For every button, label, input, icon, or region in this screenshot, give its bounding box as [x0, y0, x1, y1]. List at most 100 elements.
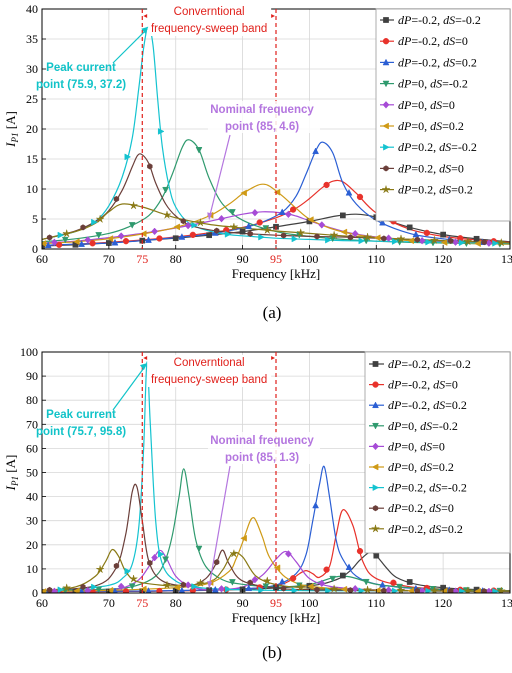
- chart-panel-b: 60 70 75 80 90 95 100 110 120 130 0 10 20 30 40 50 60 70 8…: [3, 345, 512, 662]
- series-marker-7: [258, 586, 265, 593]
- series-marker-1: [340, 572, 346, 579]
- series-marker-8: [448, 237, 454, 244]
- band-label-background: [147, 355, 272, 387]
- series-marker-2: [256, 219, 263, 226]
- series-marker-8: [314, 233, 320, 240]
- series-marker-5: [218, 585, 225, 593]
- x-tick-label: 120: [434, 596, 452, 610]
- series-marker-6: [42, 588, 47, 593]
- nominal-annotation-line1: Nominal frequency: [210, 104, 314, 116]
- series-marker-5: [117, 232, 125, 240]
- legend-marker-7: [372, 484, 380, 492]
- series-marker-9: [496, 237, 507, 247]
- legend-label-7: dP=0.2, dS=-0.2: [398, 140, 477, 154]
- y-tick-label: 0: [32, 242, 38, 256]
- peak-annotation-arrow-head: [139, 363, 147, 371]
- legend-label-8: dP=0.2, dS=0: [388, 501, 454, 515]
- series-marker-2: [289, 206, 297, 213]
- series-marker-7: [325, 587, 332, 593]
- series-marker-8: [46, 234, 53, 241]
- nominal-label-background: [208, 101, 320, 133]
- panel-caption-a: (a): [263, 303, 282, 322]
- series-marker-5: [218, 214, 225, 223]
- series-marker-7: [91, 218, 98, 226]
- legend-label-1: dP=-0.2, dS=-0.2: [398, 13, 481, 27]
- nominal-label-background: [208, 432, 320, 464]
- x-tick-label: 100: [300, 596, 318, 610]
- legend-marker-3: [382, 58, 390, 66]
- series-marker-5: [50, 238, 58, 247]
- series-marker-4: [61, 236, 69, 244]
- series-marker-3: [178, 586, 186, 593]
- legend-label-7: dP=0.2, dS=-0.2: [388, 481, 467, 495]
- series-marker-1: [373, 552, 380, 559]
- series-marker-3: [278, 577, 286, 585]
- y-tick-label: 40: [26, 2, 38, 16]
- x-tick-label: 110: [368, 596, 386, 610]
- legend-label-9: dP=0.2, dS=0.2: [388, 522, 463, 536]
- peak-annotation-line1: Peak current: [46, 62, 116, 74]
- y-tick-label: 25: [26, 92, 38, 106]
- x-tick-label: 100: [300, 252, 318, 266]
- series-marker-8: [247, 230, 253, 237]
- series-marker-3: [312, 501, 320, 509]
- series-marker-9: [430, 586, 439, 593]
- x-tick-label: 90: [237, 596, 249, 610]
- series-marker-7: [224, 585, 232, 593]
- y-tick-label: 20: [26, 122, 38, 136]
- series-marker-4: [162, 186, 170, 194]
- legend-box: [364, 351, 511, 554]
- series-marker-7: [91, 583, 98, 591]
- panel-caption-b: (b): [262, 643, 282, 662]
- series-marker-2: [156, 235, 163, 242]
- series-marker-6: [407, 237, 414, 245]
- series-marker-1: [106, 240, 112, 246]
- peak-annotation-line2: point (75.9, 37.2): [36, 79, 126, 91]
- x-tick-label: 80: [170, 252, 182, 266]
- series-marker-6: [340, 585, 348, 593]
- series-marker-7: [458, 239, 466, 247]
- series-marker-8: [80, 224, 86, 231]
- series-marker-6: [106, 586, 114, 593]
- series-marker-6: [139, 585, 147, 593]
- peak-annotation-line2: point (75.7, 95.8): [36, 426, 126, 438]
- legend-marker-4: [382, 80, 390, 88]
- series-marker-6: [307, 216, 314, 224]
- series-marker-2: [323, 566, 330, 573]
- series-marker-9: [96, 215, 105, 224]
- series-marker-4: [195, 545, 203, 553]
- series-marker-4: [195, 147, 203, 154]
- series-marker-9: [397, 233, 405, 243]
- series-marker-3: [312, 147, 320, 155]
- series-marker-6: [173, 223, 180, 231]
- series-marker-7: [124, 153, 132, 161]
- series-marker-3: [112, 587, 118, 593]
- series-marker-8: [347, 587, 354, 593]
- series-marker-2: [323, 181, 330, 189]
- series-marker-1: [473, 235, 480, 242]
- y-tick-label: 40: [26, 490, 38, 504]
- series-marker-9: [62, 228, 71, 238]
- y-tick-label: 20: [26, 538, 38, 552]
- legend-marker-8: [383, 165, 389, 172]
- series-marker-3: [78, 587, 85, 593]
- series-marker-1: [406, 579, 413, 585]
- nominal-annotation-arrow: [208, 134, 231, 219]
- series-marker-6: [240, 189, 247, 197]
- series-marker-6: [440, 239, 448, 246]
- legend-label-5: dP=0, dS=0: [388, 439, 445, 453]
- series-marker-5: [251, 575, 259, 584]
- series-marker-4: [95, 232, 103, 239]
- peak-annotation-arrow: [112, 364, 147, 411]
- series-marker-6: [373, 586, 381, 593]
- band-label-line2: frequency-sweep band: [151, 374, 267, 386]
- series-marker-1: [340, 212, 346, 219]
- y-tick-label: 5: [32, 212, 38, 226]
- series-marker-8: [247, 579, 253, 586]
- y-tick-label: 30: [26, 62, 38, 76]
- series-line-3: [42, 141, 510, 246]
- series-marker-5: [151, 553, 159, 562]
- series-marker-8: [46, 586, 53, 593]
- series-marker-9: [329, 583, 339, 593]
- series-marker-5: [84, 586, 92, 593]
